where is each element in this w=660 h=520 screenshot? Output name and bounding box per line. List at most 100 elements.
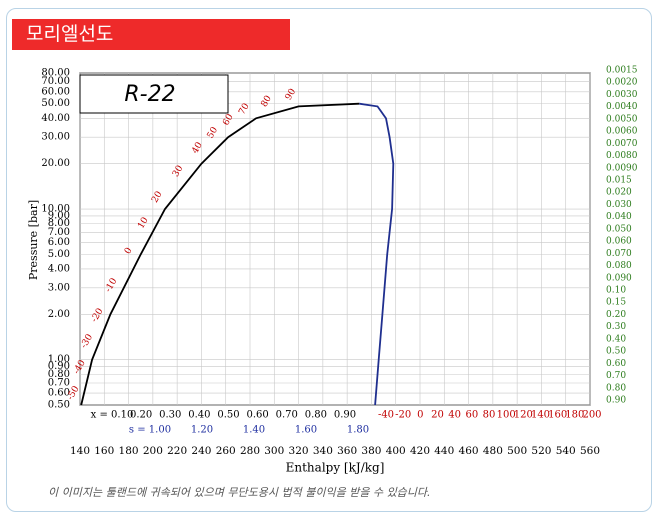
- x-tick-label: 340: [313, 445, 333, 457]
- temperature-label: 100: [497, 410, 516, 421]
- saturation-line: [359, 102, 395, 406]
- x-tick-label: 560: [580, 445, 600, 457]
- volume-label: 0.10: [606, 286, 626, 296]
- y-tick-label: 8.00: [48, 218, 70, 229]
- y-tick-label: 0.50: [48, 400, 70, 411]
- y-tick-label: 1.00: [48, 354, 70, 365]
- volume-label: 0.080: [606, 261, 632, 271]
- quality-label: 0.80: [305, 410, 327, 421]
- y-tick-label: 40.00: [41, 113, 70, 124]
- frame: [6, 8, 652, 512]
- x-tick-label: 280: [240, 445, 260, 457]
- volume-label: 0.80: [606, 383, 626, 393]
- saturation-line: [80, 102, 360, 406]
- y-tick-label: 7.00: [48, 227, 70, 238]
- volume-label: 0.0080: [606, 151, 638, 161]
- volume-label: 0.030: [606, 200, 632, 210]
- entropy-label: 1.40: [243, 425, 265, 436]
- x-tick-label: 220: [167, 445, 187, 457]
- marks: [80, 102, 395, 406]
- temperature-label: 140: [531, 410, 550, 421]
- volume-label: 0.15: [606, 298, 626, 308]
- x-tick-label: 200: [143, 445, 163, 457]
- y-tick-label: 0.80: [48, 369, 70, 380]
- volume-label: 0.050: [606, 224, 632, 234]
- volume-label: 0.90: [606, 396, 626, 406]
- quality-label: x = 0.10: [91, 410, 134, 421]
- quality-label: 0.60: [246, 410, 268, 421]
- y-tick-label: 9.00: [48, 210, 70, 221]
- chart-title: R-22: [124, 82, 175, 107]
- x-tick-label: 140: [70, 445, 90, 457]
- quality-label: 0.40: [188, 410, 210, 421]
- x-tick-label: 420: [410, 445, 430, 457]
- x-tick-label: 500: [507, 445, 527, 457]
- y-tick-label: 4.00: [48, 263, 70, 274]
- y-tick-label: 5.00: [48, 249, 70, 260]
- x-tick-label: 480: [483, 445, 503, 457]
- volume-label: 0.020: [606, 188, 632, 198]
- y-tick-label: 70.00: [41, 76, 70, 87]
- entropy-label: 1.20: [191, 425, 213, 436]
- temperature-label: 0: [417, 410, 423, 421]
- entropy-label: 1.60: [295, 425, 317, 436]
- quality-label: 0.70: [276, 410, 298, 421]
- header-title: 모리엘선도: [12, 19, 290, 50]
- volume-label: 0.0015: [606, 66, 638, 76]
- volume-label: 0.30: [606, 322, 626, 332]
- plot-area: [79, 72, 591, 406]
- temperature-label: 60: [465, 410, 478, 421]
- volume-label: 0.20: [606, 310, 626, 320]
- y-tick-label: 80.00: [41, 68, 70, 79]
- temperature-label: 120: [514, 410, 533, 421]
- y-tick-label: 0.60: [48, 388, 70, 399]
- y-tick-label: 6.00: [48, 237, 70, 248]
- x-tick-label: 460: [459, 445, 479, 457]
- volume-label: 0.090: [606, 273, 632, 283]
- temperature-label: 40: [448, 410, 461, 421]
- volume-label: 0.0040: [606, 102, 638, 112]
- temperature-label: -20: [395, 410, 411, 421]
- volume-label: 0.0060: [606, 127, 638, 137]
- x-tick-label: 520: [531, 445, 551, 457]
- y-axis-label: Pressure [bar]: [27, 200, 40, 280]
- y-tick-label: 0.90: [48, 361, 70, 372]
- x-tick-label: 260: [216, 445, 236, 457]
- grid: [79, 72, 591, 406]
- x-tick-label: 300: [264, 445, 284, 457]
- volume-label: 0.0020: [606, 78, 638, 88]
- temperature-label: 200: [582, 410, 601, 421]
- temperature-label: 160: [548, 410, 567, 421]
- volume-label: 0.070: [606, 249, 632, 259]
- x-tick-label: 180: [119, 445, 139, 457]
- y-tick-label: 3.00: [48, 282, 70, 293]
- volume-label: 0.70: [606, 371, 626, 381]
- volume-label: 0.0090: [606, 163, 638, 173]
- y-tick-label: 0.70: [48, 377, 70, 388]
- x-tick-label: 160: [94, 445, 114, 457]
- quality-label: 0.30: [159, 410, 181, 421]
- x-tick-label: 380: [361, 445, 381, 457]
- x-tick-label: 440: [434, 445, 454, 457]
- x-tick-label: 240: [191, 445, 211, 457]
- volume-label: 0.040: [606, 212, 632, 222]
- y-tick-label: 10.00: [41, 204, 70, 215]
- temperature-label: 180: [565, 410, 584, 421]
- entropy-label: s = 1.00: [129, 425, 171, 436]
- volume-label: 0.40: [606, 334, 626, 344]
- temperature-label: 80: [483, 410, 496, 421]
- quality-label: 0.50: [217, 410, 239, 421]
- x-tick-label: 320: [289, 445, 309, 457]
- quality-label: 0.20: [130, 410, 152, 421]
- volume-label: 0.50: [606, 347, 626, 357]
- saturation-temperature-label: 0: [123, 246, 135, 256]
- x-axis-label: Enthalpy [kJ/kg]: [286, 461, 385, 475]
- x-tick-label: 360: [337, 445, 357, 457]
- y-tick-label: 2.00: [48, 309, 70, 320]
- x-tick-label: 540: [556, 445, 576, 457]
- volume-label: 0.0070: [606, 139, 638, 149]
- volume-label: 0.060: [606, 237, 632, 247]
- volume-label: 0.60: [606, 359, 626, 369]
- y-tick-label: 30.00: [41, 132, 70, 143]
